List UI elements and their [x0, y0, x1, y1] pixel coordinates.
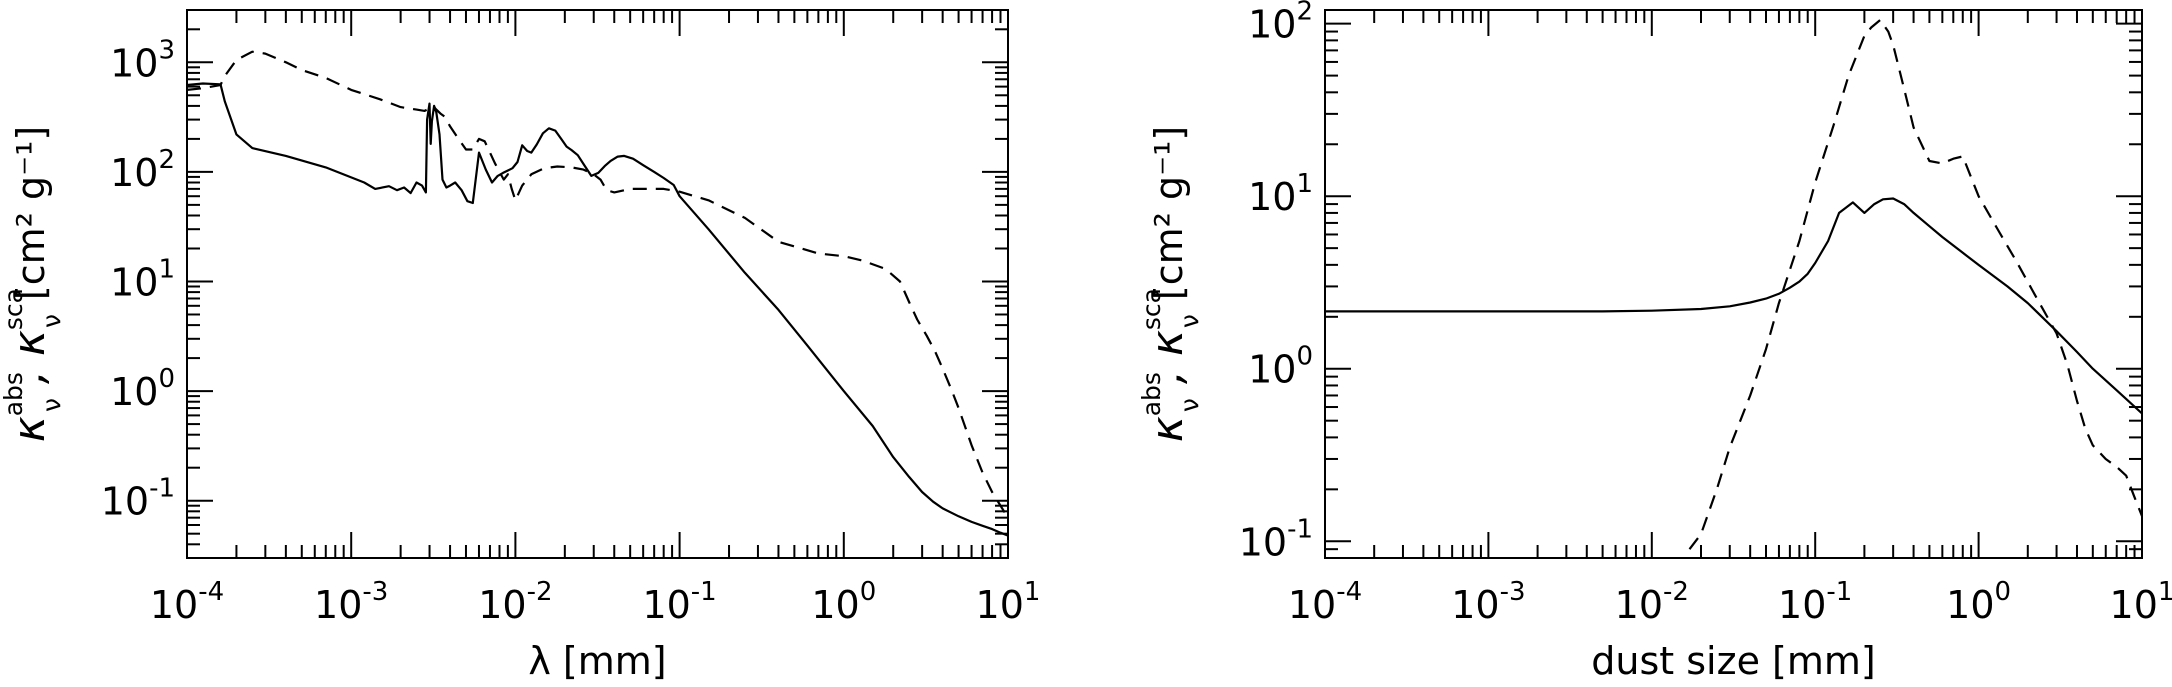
x-tick-exponent: -4: [198, 577, 224, 607]
x-axis-label: dust size [mm]: [1591, 639, 1875, 683]
y-tick-label: 101: [1248, 169, 1313, 219]
x-tick-label: 10-2: [478, 577, 552, 627]
x-tick-exponent: 1: [2158, 577, 2172, 607]
y-label-sub-sca: ν: [1175, 314, 1204, 328]
x-tick-exponent: -2: [1663, 577, 1689, 607]
x-tick-exponent: -4: [1336, 577, 1362, 607]
y-tick-base: 10: [110, 41, 158, 85]
x-tick-label: 101: [976, 577, 1041, 627]
y-label-units: [cm² g⁻¹]: [1147, 126, 1191, 300]
y-tick-label: 10-1: [1239, 514, 1313, 564]
y-tick-exponent: 1: [158, 254, 175, 284]
y-tick-exponent: 2: [158, 145, 175, 175]
y-tick-exponent: 3: [158, 35, 175, 65]
x-tick-exponent: -3: [1500, 577, 1526, 607]
x-tick-base: 10: [1946, 583, 1994, 627]
y-label-sup-sca: sca: [1137, 288, 1166, 330]
y-tick-base: 10: [110, 260, 158, 304]
x-tick-label: 101: [2110, 577, 2172, 627]
x-tick-exponent: 0: [1995, 577, 2012, 607]
x-tick-label: 100: [811, 577, 876, 627]
series-line-dashed: [1688, 18, 2142, 550]
y-label-sup-sca: sca: [0, 288, 28, 330]
x-tick-label: 10-4: [150, 577, 224, 627]
x-tick-base: 10: [314, 583, 362, 627]
y-tick-base: 10: [1239, 520, 1287, 564]
y-label-symbol-abs: κ: [1142, 416, 1193, 442]
right-panel-dust-size: 10-4 10-3 10-2 10-1 100 10110-1100101102dust …: [1137, 0, 2172, 683]
y-tick-base: 10: [1248, 3, 1296, 47]
x-tick-exponent: -1: [1826, 577, 1852, 607]
y-label-separator: ,: [4, 370, 55, 384]
x-tick-base: 10: [1615, 583, 1663, 627]
x-tick-exponent: 1: [1024, 577, 1041, 607]
y-label-symbol-abs: κ: [4, 416, 55, 442]
y-tick-exponent: 1: [1296, 169, 1313, 199]
y-tick-label: 101: [110, 254, 175, 304]
y-tick-base: 10: [1248, 175, 1296, 219]
x-tick-label: 10-3: [314, 577, 388, 627]
y-axis-label: κabs ν,κsca ν[cm² g⁻¹]: [0, 126, 66, 442]
x-tick-label: 10-2: [1615, 577, 1689, 627]
x-tick-base: 10: [1778, 583, 1826, 627]
y-tick-label: 10-1: [101, 474, 175, 524]
x-tick-label: 100: [1946, 577, 2011, 627]
y-label-sup-abs: abs: [1137, 372, 1166, 416]
y-tick-exponent: 0: [1296, 342, 1313, 372]
y-label-sub-abs: ν: [37, 398, 66, 412]
series-line-solid: [187, 82, 1008, 537]
y-label-units: [cm² g⁻¹]: [9, 126, 53, 300]
y-tick-exponent: 2: [1296, 0, 1313, 27]
y-tick-base: 10: [110, 151, 158, 195]
y-tick-base: 10: [101, 480, 149, 524]
x-tick-base: 10: [478, 583, 526, 627]
plot-frame: [1324, 9, 2143, 559]
x-tick-base: 10: [976, 583, 1024, 627]
left-panel-lambda: 10-4 10-3 10-2 10-1 100 10110-1100101102103λ …: [0, 9, 1041, 683]
y-tick-base: 10: [1248, 348, 1296, 392]
x-tick-label: 10-1: [1778, 577, 1852, 627]
y-tick-exponent: -1: [1287, 514, 1313, 544]
series-line-solid: [1325, 197, 2142, 415]
y-label-symbol-sca: κ: [4, 330, 55, 356]
x-axis-label: λ [mm]: [528, 639, 666, 683]
y-tick-exponent: 0: [158, 364, 175, 394]
y-label-symbol-sca: κ: [1142, 330, 1193, 356]
y-tick-exponent: -1: [149, 474, 175, 504]
x-tick-base: 10: [642, 583, 690, 627]
x-tick-base: 10: [1451, 583, 1499, 627]
x-tick-exponent: 0: [860, 577, 877, 607]
x-tick-exponent: -1: [691, 577, 717, 607]
x-tick-base: 10: [811, 583, 859, 627]
x-tick-label: 10-4: [1288, 577, 1362, 627]
x-tick-label: 10-3: [1451, 577, 1525, 627]
x-tick-label: 10-1: [642, 577, 716, 627]
y-axis-label: κabs ν,κsca ν[cm² g⁻¹]: [1137, 126, 1204, 442]
y-label-sub-abs: ν: [1175, 398, 1204, 412]
y-tick-label: 103: [110, 35, 175, 85]
y-tick-label: 100: [1248, 342, 1313, 392]
y-tick-label: 102: [1248, 0, 1313, 47]
y-label-sub-sca: ν: [37, 314, 66, 328]
x-tick-base: 10: [2110, 583, 2158, 627]
x-tick-exponent: -2: [527, 577, 553, 607]
y-tick-label: 100: [110, 364, 175, 414]
y-tick-label: 102: [110, 145, 175, 195]
plot-frame: [186, 9, 1009, 559]
x-tick-base: 10: [1288, 583, 1336, 627]
y-label-sup-abs: abs: [0, 372, 28, 416]
x-tick-exponent: -3: [362, 577, 388, 607]
x-tick-base: 10: [150, 583, 198, 627]
y-tick-base: 10: [110, 370, 158, 414]
series-line-dashed: [187, 50, 1008, 519]
y-label-separator: ,: [1142, 370, 1193, 384]
